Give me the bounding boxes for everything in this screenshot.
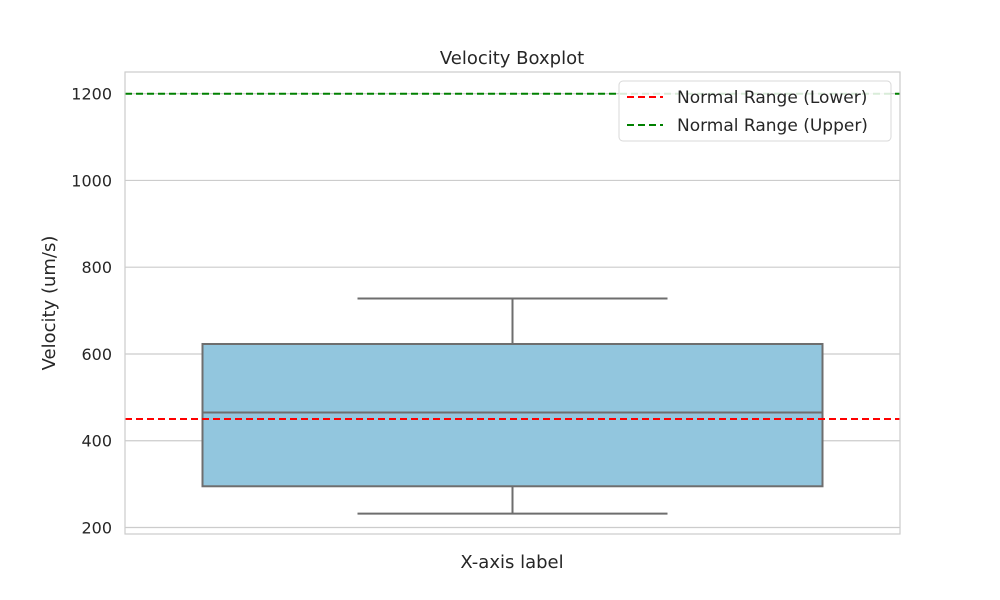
y-tick-label-800: 800 — [81, 258, 112, 277]
legend-label-0: Normal Range (Lower) — [677, 88, 867, 108]
reference-lines — [125, 92, 900, 421]
legend-box — [618, 80, 892, 142]
y-axis-label: Velocity (um/s) — [39, 236, 60, 371]
chart-title: Velocity Boxplot — [440, 48, 584, 69]
iqr-box — [201, 342, 824, 488]
plot-frame — [124, 71, 901, 535]
y-tick-label-200: 200 — [81, 518, 112, 537]
box-group — [201, 297, 824, 515]
y-tick-label-400: 400 — [81, 432, 112, 451]
y-tick-label-1200: 1200 — [71, 85, 112, 104]
x-axis-label: X-axis label — [460, 552, 563, 573]
y-tick-label-600: 600 — [81, 345, 112, 364]
legend: Normal Range (Lower) Normal Range (Upper) — [618, 80, 892, 142]
y-tick-label-1000: 1000 — [71, 171, 112, 190]
legend-label-1: Normal Range (Upper) — [677, 116, 868, 136]
y-tick-labels: 200 400 600 800 1000 1200 — [71, 85, 112, 538]
